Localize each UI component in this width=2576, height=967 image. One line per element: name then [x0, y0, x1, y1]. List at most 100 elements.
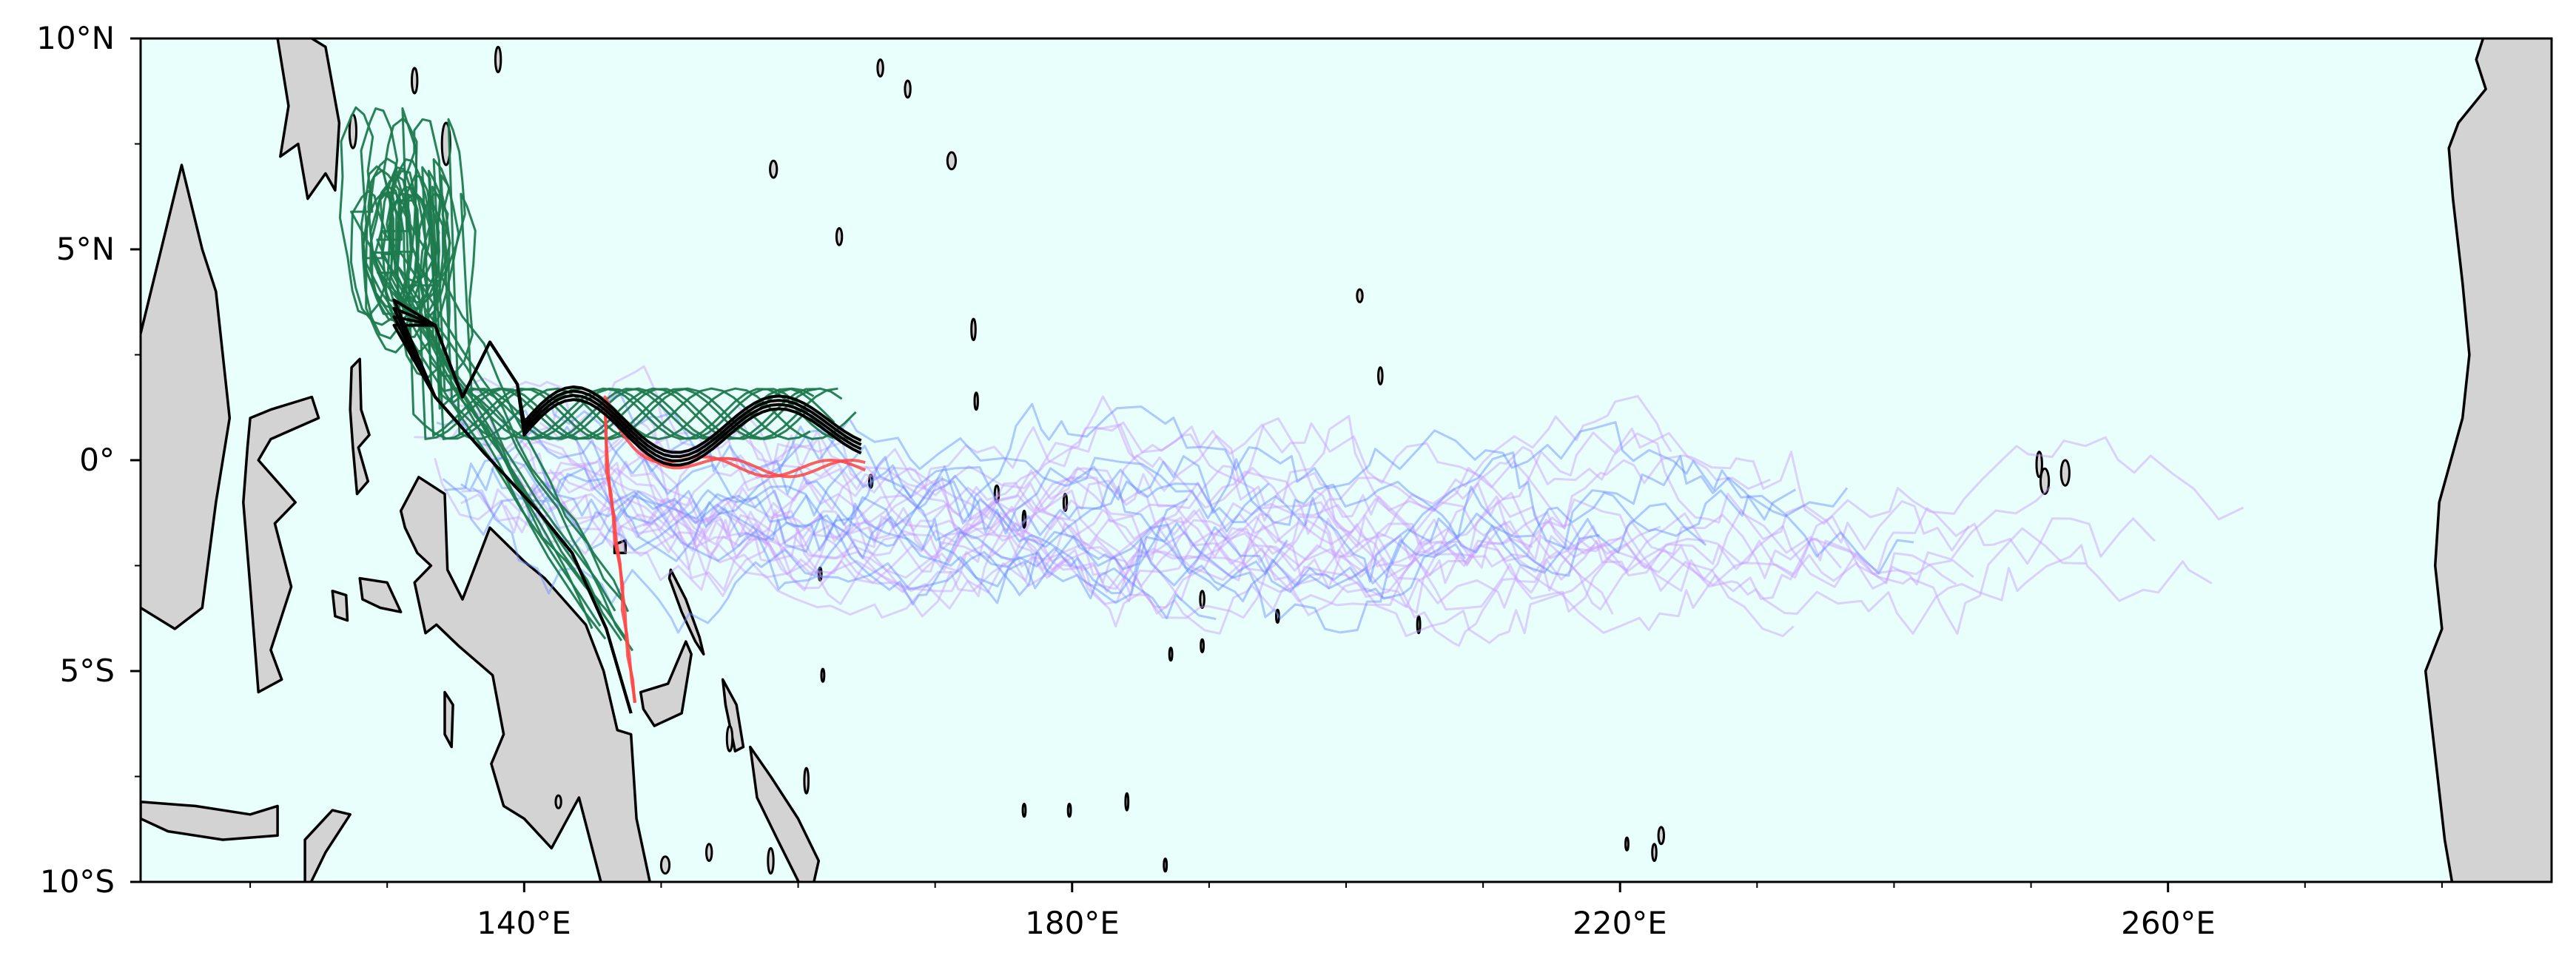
small-island-14	[1062, 493, 1069, 512]
y-tick-label-5s: 5°S	[60, 653, 115, 689]
x-tick-label-140e: 140°E	[477, 905, 571, 941]
small-island-37	[868, 474, 874, 489]
small-island-7	[946, 151, 958, 171]
small-island-35	[1124, 792, 1130, 812]
blue-drift-track-7	[460, 417, 1797, 574]
purple-drift-track-16	[448, 402, 2213, 644]
blue-drift-track-1	[436, 402, 1914, 575]
bougainville-landmass	[721, 678, 745, 753]
small-island-26	[2039, 467, 2051, 496]
purple-drift-track-13	[531, 439, 1614, 616]
small-island-21	[1416, 615, 1422, 635]
small-island-8	[876, 58, 884, 78]
philippines-landmass	[276, 38, 341, 201]
small-island-36	[1163, 858, 1168, 873]
aru-islands-landmass	[443, 690, 454, 749]
green-loop-track-7	[338, 106, 809, 604]
small-island-17	[1200, 638, 1205, 653]
halmahera-landmass	[349, 357, 371, 496]
small-island-31	[705, 843, 713, 862]
new-britain-landmass	[639, 640, 693, 727]
purple-drift-track-19	[656, 402, 1795, 638]
new-ireland-landmass	[667, 568, 705, 656]
blue-drift-track-5	[512, 413, 1849, 600]
purple-drift-track-12	[539, 365, 1771, 516]
purple-drift-track-10	[454, 366, 1533, 584]
y-tick-label-10n: 10°N	[36, 20, 115, 56]
drifter-tracks	[338, 106, 2244, 714]
small-island-23	[1651, 843, 1658, 862]
purple-drift-track-9	[630, 394, 1672, 535]
buru-landmass	[331, 589, 349, 622]
small-island-40	[554, 794, 562, 809]
x-tick-label-180e: 180°E	[1025, 905, 1120, 941]
small-island-19	[1377, 366, 1384, 385]
green-loop-track-4	[396, 192, 834, 652]
seram-landmass	[358, 576, 403, 613]
borneo-landmass	[141, 164, 232, 630]
small-island-27	[2035, 451, 2043, 479]
small-island-24	[1624, 836, 1630, 852]
purple-drift-track-17	[460, 493, 1842, 634]
purple-drift-track-11	[548, 460, 2051, 594]
purple-drift-track-7	[639, 408, 1957, 611]
purple-drift-track-20	[461, 465, 2156, 608]
x-tick-label-220e: 220°E	[1573, 905, 1667, 941]
sulawesi-landmass	[242, 395, 320, 694]
purple-drift-track-18	[503, 476, 1596, 573]
small-island-12	[993, 484, 1001, 504]
y-tick-label-5n: 5°N	[56, 231, 115, 267]
small-island-18	[1356, 288, 1364, 303]
small-island-34	[1066, 803, 1072, 818]
purple-drift-track-3	[460, 382, 1354, 561]
small-island-33	[1021, 803, 1027, 818]
small-island-15	[1199, 590, 1205, 609]
small-island-38	[817, 566, 823, 582]
small-island-9	[904, 79, 912, 99]
blue-drift-track-8	[444, 429, 1270, 547]
y-axis-labels: 10°N 5°N 0° 5°S 10°S	[36, 20, 115, 900]
purple-drift-track-4	[609, 420, 1661, 647]
x-axis-labels: 140°E 180°E 220°E 260°E	[477, 905, 2216, 941]
small-island-25	[2059, 459, 2071, 487]
purple-drift-track-14	[446, 388, 2244, 530]
purple-drift-track-5	[509, 452, 1970, 618]
small-island-5	[769, 159, 778, 179]
purple-drift-track-6	[434, 417, 2086, 636]
small-island-29	[767, 846, 775, 875]
timor-landmass	[303, 809, 352, 882]
small-island-20	[1275, 608, 1280, 624]
small-island-10	[970, 317, 977, 342]
small-island-4	[494, 45, 502, 74]
land-masses	[141, 38, 2552, 882]
axis-ticks	[130, 37, 2443, 892]
black-mean-track-4	[392, 323, 862, 714]
small-island-28	[725, 724, 734, 752]
blue-drift-track-3	[547, 393, 1188, 604]
small-island-2	[411, 67, 419, 95]
purple-drift-track-8	[414, 408, 1974, 614]
small-island-13	[1021, 509, 1027, 529]
y-tick-label-0: 0°	[79, 442, 115, 478]
small-island-6	[835, 227, 844, 246]
small-island-11	[973, 391, 979, 411]
blue-drift-track-2	[530, 494, 1466, 634]
new-guinea-landmass	[399, 476, 651, 882]
blue-drift-track-6	[471, 451, 1707, 634]
central-america-landmass	[2424, 38, 2552, 882]
x-tick-label-260e: 260°E	[2121, 905, 2216, 941]
solomon-islands-landmass	[749, 745, 821, 882]
lesser-sunda-landmass	[141, 800, 279, 841]
small-island-32	[659, 855, 671, 875]
small-island-22	[1657, 826, 1666, 846]
green-loop-track-9	[373, 173, 815, 630]
y-tick-label-10s: 10°S	[40, 863, 115, 900]
small-island-16	[1168, 647, 1174, 662]
green-loop-track-10	[367, 158, 850, 613]
purple-drift-track-15	[531, 460, 1705, 619]
purple-drift-track-1	[642, 417, 1432, 572]
blue-drift-track-9	[442, 467, 1288, 604]
small-island-30	[803, 766, 810, 795]
purple-drift-track-2	[517, 474, 1629, 605]
